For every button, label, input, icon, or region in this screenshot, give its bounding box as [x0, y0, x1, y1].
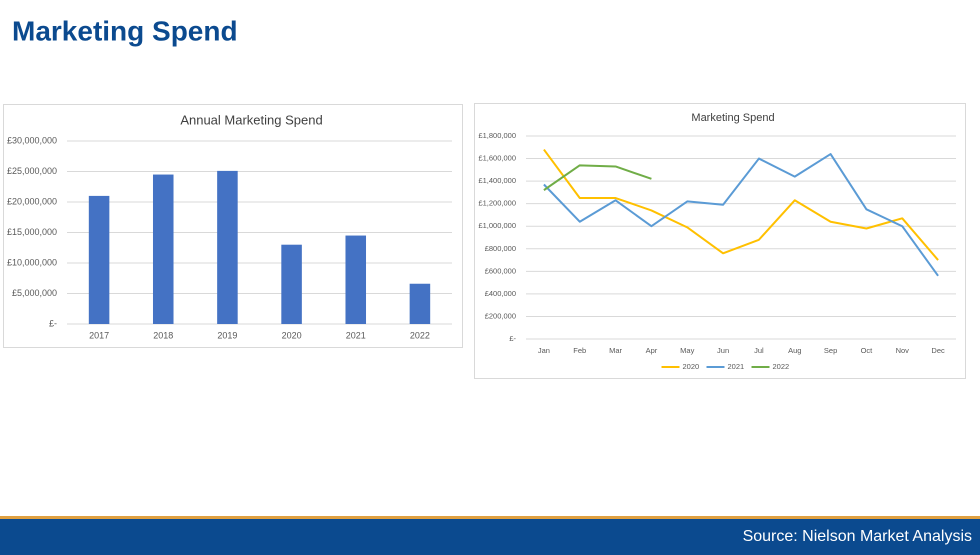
chart-title: Annual Marketing Spend — [180, 112, 322, 127]
x-tick-label: Sep — [824, 346, 837, 355]
y-tick-label: £1,000,000 — [478, 221, 516, 230]
x-tick-label: Mar — [609, 346, 622, 355]
y-tick-label: £5,000,000 — [12, 288, 57, 298]
x-tick-label: Jan — [538, 346, 550, 355]
line-chart-frame — [474, 103, 966, 379]
source-note: Source: Nielson Market Analysis — [743, 528, 972, 545]
x-tick-label: Dec — [931, 346, 945, 355]
y-tick-label: £1,800,000 — [478, 131, 516, 140]
y-tick-label: £400,000 — [485, 289, 516, 298]
bar — [345, 235, 367, 324]
bar — [409, 283, 431, 324]
y-tick-label: £200,000 — [485, 311, 516, 320]
x-tick-label: 2021 — [346, 330, 366, 340]
legend-label: 2021 — [728, 362, 745, 371]
x-tick-label: 2018 — [153, 330, 173, 340]
footer-rule — [0, 516, 980, 519]
bar — [152, 174, 174, 324]
x-tick-label: 2022 — [410, 330, 430, 340]
y-tick-label: £25,000,000 — [7, 166, 57, 176]
bar — [217, 170, 238, 324]
y-tick-label: £1,600,000 — [478, 154, 516, 163]
y-tick-label: £600,000 — [485, 266, 516, 275]
x-tick-label: Jul — [754, 346, 764, 355]
y-tick-label: £15,000,000 — [7, 227, 57, 237]
legend-label: 2022 — [773, 362, 790, 371]
y-tick-label: £800,000 — [485, 244, 516, 253]
y-tick-label: £- — [509, 334, 516, 343]
legend-label: 2020 — [683, 362, 700, 371]
bar — [88, 195, 110, 324]
series-line — [543, 153, 939, 277]
y-tick-label: £30,000,000 — [7, 135, 57, 145]
y-tick-label: £- — [49, 318, 57, 328]
y-tick-label: £1,400,000 — [478, 176, 516, 185]
bar — [281, 244, 302, 324]
x-tick-label: 2020 — [282, 330, 302, 340]
series-line — [543, 148, 939, 261]
x-tick-label: Apr — [646, 346, 658, 355]
slide-title: Marketing Spend — [12, 15, 238, 46]
x-tick-label: Feb — [573, 346, 586, 355]
x-tick-label: Oct — [861, 346, 874, 355]
x-tick-label: Jun — [717, 346, 729, 355]
footer-bar — [0, 519, 980, 555]
series-line — [543, 164, 652, 191]
y-tick-label: £20,000,000 — [7, 196, 57, 206]
x-tick-label: 2017 — [89, 330, 109, 340]
x-tick-label: 2019 — [217, 330, 237, 340]
x-tick-label: Aug — [788, 346, 801, 355]
x-tick-label: Nov — [896, 346, 910, 355]
y-tick-label: £1,200,000 — [478, 199, 516, 208]
x-tick-label: May — [680, 346, 694, 355]
chart-title: Marketing Spend — [691, 112, 774, 124]
y-tick-label: £10,000,000 — [7, 257, 57, 267]
